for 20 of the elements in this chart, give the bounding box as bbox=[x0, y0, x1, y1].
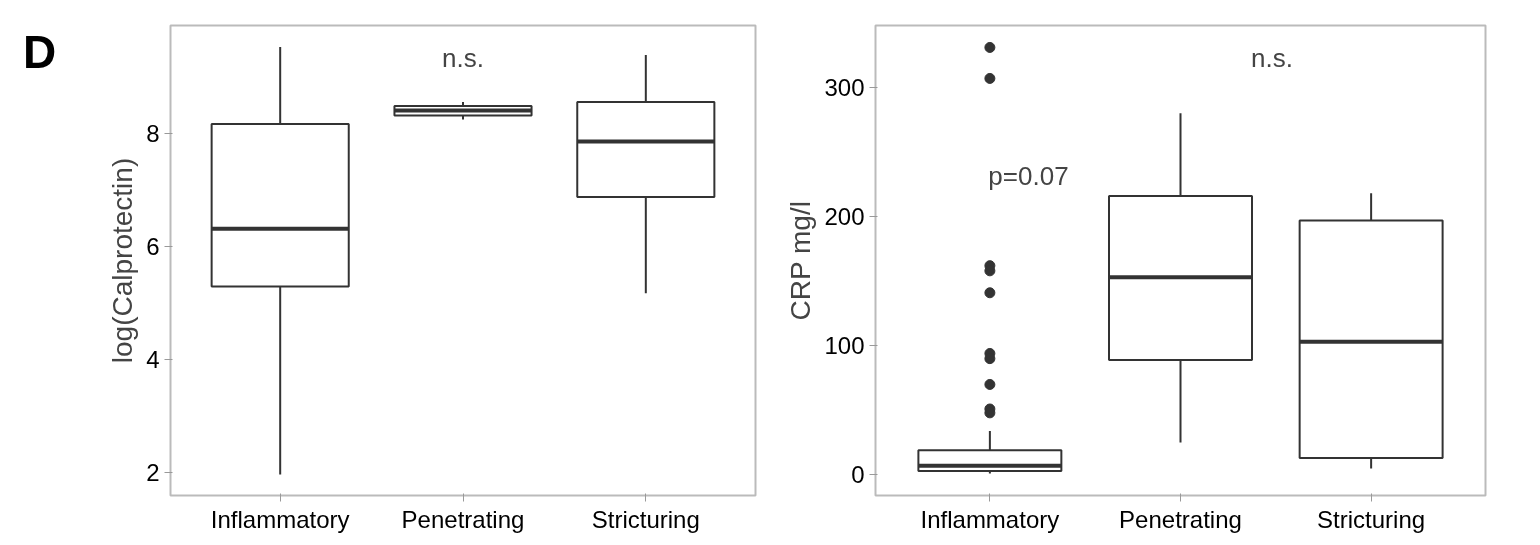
y-tick-label: 0 bbox=[851, 461, 865, 489]
x-tick-label: Stricturing bbox=[1317, 505, 1426, 533]
y-tick-label: 200 bbox=[824, 203, 865, 231]
y-axis-title: log(Calprotectin) bbox=[107, 157, 139, 364]
x-tick-label: Inflammatory bbox=[210, 505, 350, 533]
y-tick-label: 8 bbox=[146, 119, 160, 147]
annotation: p=0.07 bbox=[988, 160, 1069, 191]
x-tick-label: Penetrating bbox=[1119, 505, 1242, 533]
x-tick-label: Penetrating bbox=[401, 505, 525, 533]
y-tick-label: 100 bbox=[824, 332, 865, 360]
annotation: n.s. bbox=[442, 43, 484, 74]
y-tick-label: 6 bbox=[146, 232, 160, 260]
y-axis-title: CRP mg/l bbox=[785, 201, 817, 321]
annotation: n.s. bbox=[1251, 43, 1293, 74]
x-tick-label: Stricturing bbox=[591, 505, 700, 533]
chart-title: D bbox=[23, 25, 57, 80]
y-tick-label: 4 bbox=[146, 346, 160, 374]
y-tick-label: 300 bbox=[824, 73, 865, 101]
x-tick-label: Inflammatory bbox=[920, 505, 1060, 533]
y-tick-label: 2 bbox=[146, 459, 160, 487]
